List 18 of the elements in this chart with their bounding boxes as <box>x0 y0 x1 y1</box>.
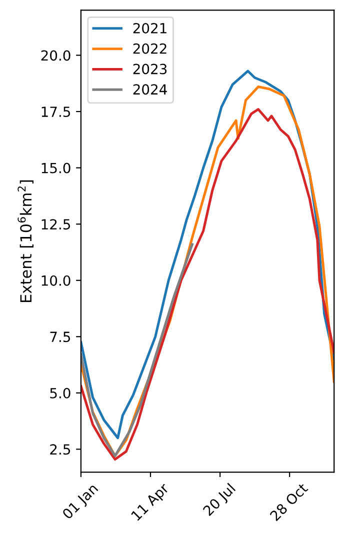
x-tick-label: 28 Oct <box>269 482 308 522</box>
y-tick-label: 5.0 <box>50 388 70 398</box>
x-tick-label: 11 Apr <box>130 482 172 523</box>
y-tick-label: 7.5 <box>50 332 70 342</box>
y-tick-label: 17.5 <box>42 106 70 118</box>
y-tick-label: 12.5 <box>42 219 70 230</box>
x-tick-label: 01 Jan <box>62 482 100 522</box>
y-tick-label: 20.0 <box>41 50 70 61</box>
legend-label: 2023 <box>133 64 167 74</box>
x-tick-label: 20 Jul <box>202 482 238 518</box>
legend-label: 2022 <box>133 43 166 54</box>
y-tick-label: 10.0 <box>42 275 70 286</box>
legend-label: 2024 <box>133 84 167 95</box>
y-axis-title: Extent [10$^{6}$km$^{2}$] <box>18 180 34 302</box>
y-tick-label: 15.0 <box>42 162 70 174</box>
line-series <box>80 243 194 458</box>
y-tick-label: 2.5 <box>50 444 70 455</box>
legend-label: 2021 <box>133 22 166 34</box>
